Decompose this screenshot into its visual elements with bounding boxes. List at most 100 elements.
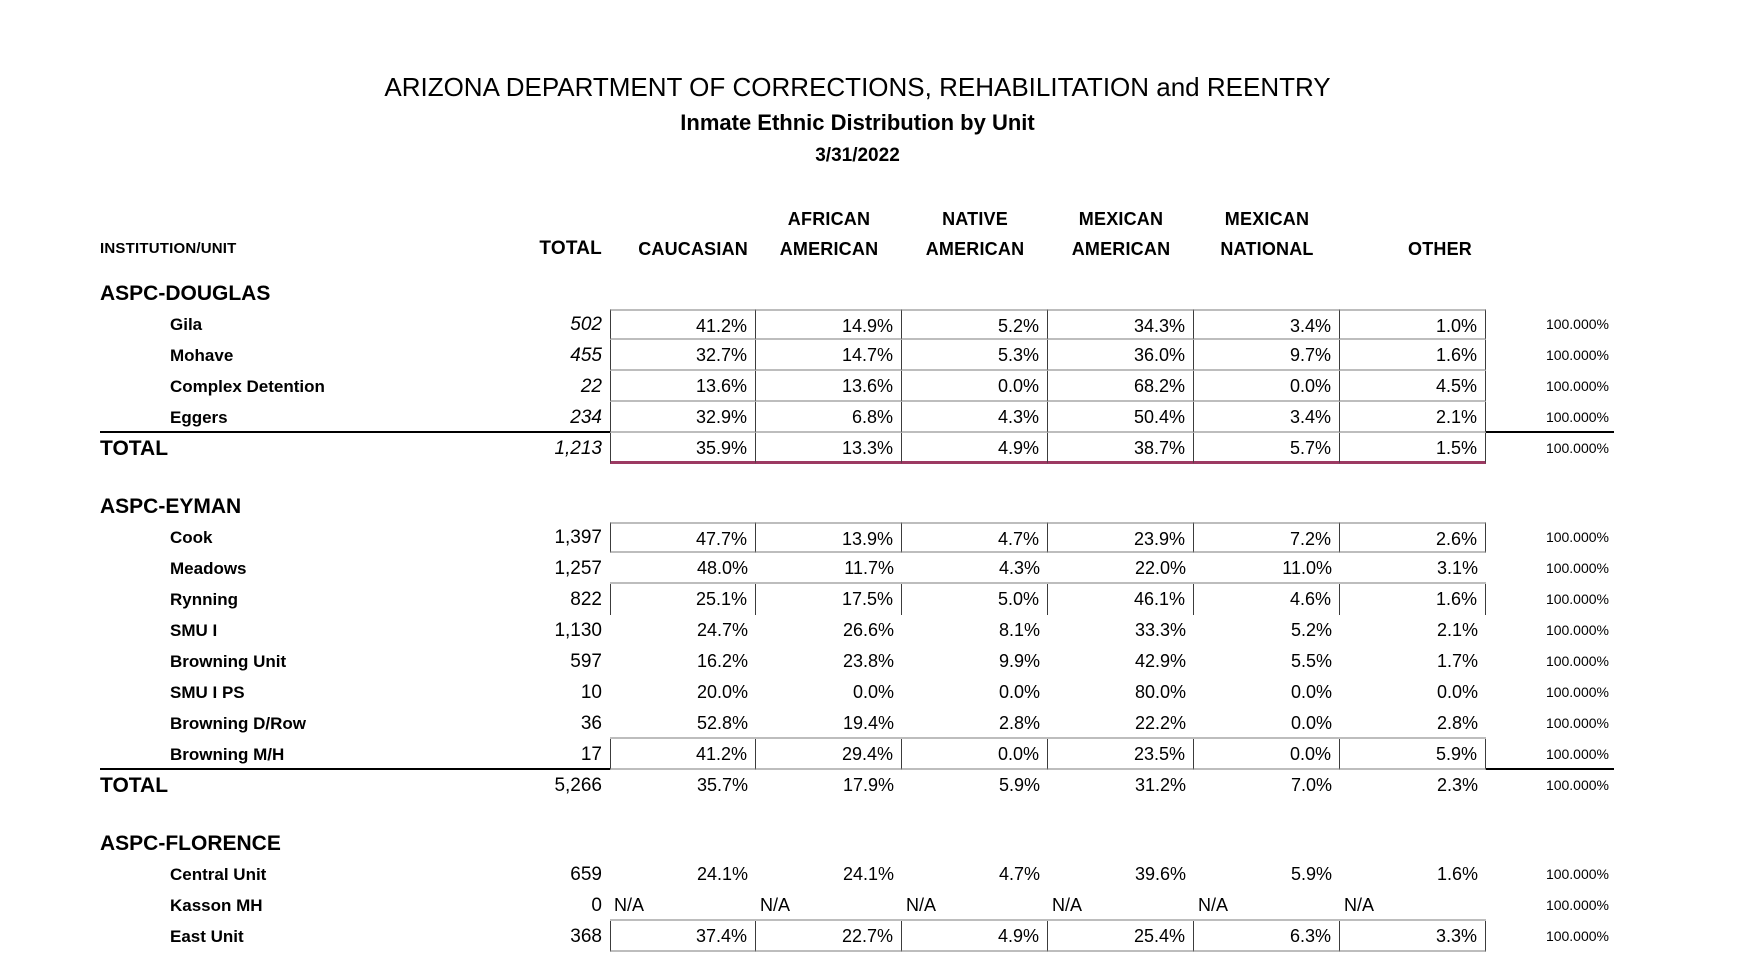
population-total: 1,130 <box>554 620 602 641</box>
unit-name: Rynning <box>170 590 238 609</box>
percent-cell: 9.9% <box>998 651 1040 671</box>
unit-cell: Central Unit <box>100 859 420 890</box>
percent-cell: 3.4% <box>1194 402 1340 433</box>
percent-cell: 20.0% <box>696 682 748 702</box>
hundred-percent-cell: 100.000% <box>1545 347 1609 363</box>
percent-cell: 13.3% <box>756 433 902 464</box>
population-total: 1,213 <box>554 438 602 459</box>
hundred-percent-cell: 100.000% <box>1545 777 1609 793</box>
hundred-percent-cell: 100.000% <box>1545 622 1609 638</box>
percent-cell: 2.8% <box>1340 708 1486 739</box>
table-row: Gila 502 41.2% 14.9% 5.2% 34.3% 3.4% 1.0% 100.00… <box>100 309 1615 340</box>
percent-cell: 1.5% <box>1340 433 1486 464</box>
table-row: SMU I PS 10 20.0% 0.0% 0.0% 80.0% 0.0% 0.0% 100.… <box>100 677 1615 708</box>
percent-cell: 36.0% <box>1048 340 1194 371</box>
percent-cell: 32.7% <box>610 340 756 371</box>
percent-cell: 11.7% <box>756 553 902 584</box>
percent-cell: 48.0% <box>610 553 756 584</box>
percent-cell: 0.0% <box>902 371 1048 402</box>
percent-cell: 50.4% <box>1048 402 1194 433</box>
unit-cell: Eggers <box>100 402 420 433</box>
population-total: 1,257 <box>554 558 602 579</box>
percent-cell: 39.6% <box>1134 864 1186 884</box>
population-total: 822 <box>570 589 602 610</box>
percent-cell: 17.9% <box>842 775 894 795</box>
population-total: 368 <box>570 926 602 947</box>
hundred-percent-cell: 100.000% <box>1545 715 1609 731</box>
table-row: SMU I 1,130 24.7% 26.6% 8.1% 33.3% 5.2% 2.1% 100… <box>100 615 1615 646</box>
percent-cell: 5.3% <box>902 340 1048 371</box>
percent-cell: 19.4% <box>756 708 902 739</box>
section-header: ASPC-DOUGLAS <box>100 282 271 305</box>
unit-cell: Browning D/Row <box>100 708 420 739</box>
unit-name: East Unit <box>170 927 244 946</box>
percent-cell: 23.8% <box>842 651 894 671</box>
percent-cell: 22.7% <box>756 921 902 952</box>
percent-cell: 16.2% <box>696 651 748 671</box>
unit-cell: TOTAL <box>100 437 169 460</box>
percent-cell: N/A <box>610 890 756 921</box>
percent-cell: 0.0% <box>998 682 1040 702</box>
percent-cell: 68.2% <box>1048 371 1194 402</box>
population-total: 36 <box>580 713 602 734</box>
table-row: Kasson MH 0 N/A N/A N/A N/A N/A N/A 100.000% <box>100 890 1615 921</box>
percent-cell: 7.0% <box>1290 775 1332 795</box>
report-date: 3/31/2022 <box>815 145 900 166</box>
percent-cell: 4.9% <box>902 921 1048 952</box>
percent-cell: 1.6% <box>1436 864 1478 884</box>
percent-cell: 5.9% <box>1340 739 1486 770</box>
header-other-top <box>1340 204 1486 234</box>
percent-cell: 5.2% <box>902 309 1048 340</box>
percent-cell: 4.5% <box>1340 371 1486 402</box>
header-african-american: AMERICAN <box>779 239 879 259</box>
unit-name: SMU I <box>170 621 218 640</box>
hundred-percent-cell: 100.000% <box>1545 440 1609 456</box>
section-header: ASPC-FLORENCE <box>100 832 281 855</box>
percent-cell: 5.7% <box>1194 433 1340 464</box>
percent-cell: 5.5% <box>1290 651 1332 671</box>
percent-cell: 0.0% <box>1290 682 1332 702</box>
percent-cell: N/A <box>756 890 902 921</box>
percent-cell: 2.1% <box>1436 620 1478 640</box>
unit-name: Complex Detention <box>170 377 325 396</box>
percent-cell: 22.2% <box>1048 708 1194 739</box>
percent-cell: N/A <box>1194 890 1340 921</box>
unit-name: Browning M/H <box>170 745 285 764</box>
percent-cell: 34.3% <box>1048 309 1194 340</box>
percent-cell: 5.9% <box>1290 864 1332 884</box>
percent-cell: 0.0% <box>1436 682 1478 702</box>
percent-cell: 38.7% <box>1048 433 1194 464</box>
unit-name: Mohave <box>170 346 234 365</box>
percent-cell: 42.9% <box>1134 651 1186 671</box>
table-row: Cook 1,397 47.7% 13.9% 4.7% 23.9% 7.2% 2.6% 100.… <box>100 522 1615 553</box>
unit-name: Browning D/Row <box>170 714 306 733</box>
percent-cell: 1.7% <box>1436 651 1478 671</box>
unit-cell: Cook <box>100 522 420 553</box>
section-total-row: TOTAL 1,213 35.9% 13.3% 4.9% 38.7% 5.7% 1.5% 100… <box>100 433 1615 464</box>
percent-cell: 7.2% <box>1194 522 1340 553</box>
percent-cell: 22.0% <box>1048 553 1194 584</box>
header-african-top: AFRICAN <box>787 209 871 229</box>
unit-name: SMU I PS <box>170 683 245 702</box>
percent-cell: 23.5% <box>1048 739 1194 770</box>
percent-cell: 35.7% <box>696 775 748 795</box>
hundred-percent-cell: 100.000% <box>1545 378 1609 394</box>
percent-cell: 2.8% <box>902 708 1048 739</box>
percent-cell: 11.0% <box>1194 553 1340 584</box>
percent-cell: 13.6% <box>756 371 902 402</box>
percent-cell: 17.5% <box>756 584 902 615</box>
percent-cell: 3.1% <box>1340 553 1486 584</box>
hundred-percent-cell: 100.000% <box>1545 866 1609 882</box>
unit-cell: Browning M/H <box>100 739 420 770</box>
table-row: Complex Detention 22 13.6% 13.6% 0.0% 68.2% 0.… <box>100 371 1615 402</box>
header-caucasian-top <box>610 204 756 234</box>
unit-cell: Meadows <box>100 553 420 584</box>
hundred-percent-cell: 100.000% <box>1545 560 1609 576</box>
percent-cell: 2.3% <box>1436 775 1478 795</box>
table-row: Mohave 455 32.7% 14.7% 5.3% 36.0% 9.7% 1.6% 100.… <box>100 340 1615 371</box>
percent-cell: 14.7% <box>756 340 902 371</box>
percent-cell: 1.6% <box>1340 584 1486 615</box>
unit-cell: Complex Detention <box>100 371 420 402</box>
percent-cell: 0.0% <box>1194 739 1340 770</box>
table-row: Meadows 1,257 48.0% 11.7% 4.3% 22.0% 11.0% 3.1%… <box>100 553 1615 584</box>
